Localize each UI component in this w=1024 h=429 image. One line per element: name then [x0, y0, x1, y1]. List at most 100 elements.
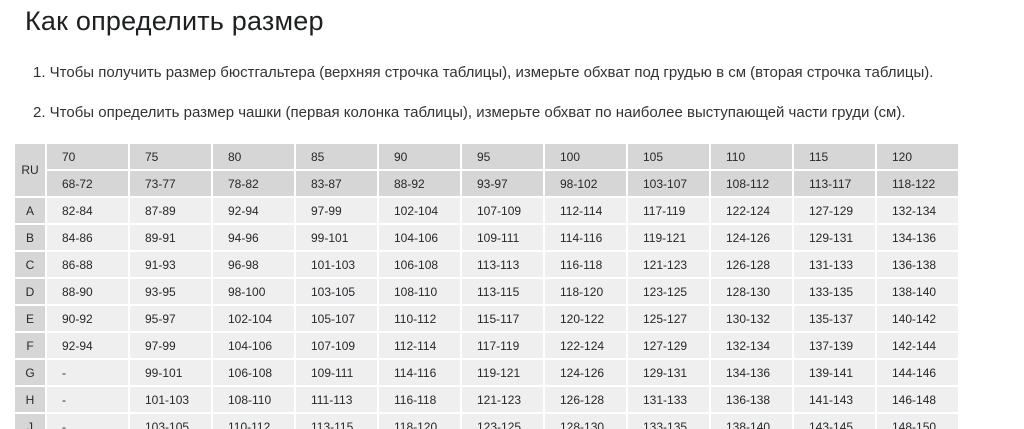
bust-range-cell: 135-137 [794, 306, 875, 331]
bust-range-cell: 89-91 [130, 225, 211, 250]
bust-range-cell: 122-124 [711, 198, 792, 223]
bust-range-cell: 108-110 [379, 279, 460, 304]
bust-range-cell: 113-115 [462, 279, 543, 304]
bust-range-cell: 131-133 [794, 252, 875, 277]
underbust-range-cell: 68-72 [47, 171, 128, 196]
bust-range-cell: 103-105 [130, 414, 211, 429]
cup-size-row: H -101-103 108-110 111-113 116-118 121-123 126… [15, 387, 958, 412]
cup-size-row: J -103-105 110-112 113-115 118-120 123-125 128… [15, 414, 958, 429]
bust-range-cell: 105-107 [296, 306, 377, 331]
bust-range-cell: 102-104 [379, 198, 460, 223]
band-size-cell: 80 [213, 144, 294, 169]
cup-letter-cell: H [15, 387, 45, 412]
bust-range-cell: 133-135 [794, 279, 875, 304]
cup-size-row: D 88-90 93-95 98-100 103-105 108-110 113-115 11… [15, 279, 958, 304]
bust-range-cell: 119-121 [628, 225, 709, 250]
band-size-cell: 110 [711, 144, 792, 169]
bust-range-cell: 106-108 [213, 360, 294, 385]
bust-range-cell: 87-89 [130, 198, 211, 223]
bust-range-cell: 146-148 [877, 387, 958, 412]
bust-range-cell: 113-113 [462, 252, 543, 277]
bust-range-cell: 137-139 [794, 333, 875, 358]
bust-range-cell: 138-140 [711, 414, 792, 429]
bust-range-cell: 90-92 [47, 306, 128, 331]
cup-letter-cell: J [15, 414, 45, 429]
bust-range-cell: 136-138 [711, 387, 792, 412]
bust-range-cell: 116-118 [545, 252, 626, 277]
bust-range-cell: 118-120 [545, 279, 626, 304]
bust-range-cell: 125-127 [628, 306, 709, 331]
band-size-cell: 85 [296, 144, 377, 169]
bust-range-cell: 134-136 [711, 360, 792, 385]
cup-size-row: E 90-92 95-97 102-104 105-107 110-112 115-117 1… [15, 306, 958, 331]
bust-range-cell: 102-104 [213, 306, 294, 331]
bust-range-cell: 128-130 [545, 414, 626, 429]
bust-range-cell: 95-97 [130, 306, 211, 331]
bust-range-cell: 124-126 [711, 225, 792, 250]
bust-range-cell: 141-143 [794, 387, 875, 412]
bust-range-cell: 121-123 [462, 387, 543, 412]
bust-range-cell: 97-99 [296, 198, 377, 223]
bust-range-cell: 114-116 [379, 360, 460, 385]
cup-size-row: B 84-86 89-91 94-96 99-101 104-106 109-111 114-… [15, 225, 958, 250]
bust-range-cell: 93-95 [130, 279, 211, 304]
bust-range-cell: 121-123 [628, 252, 709, 277]
header-row-underbust-ranges: 68-72 73-77 78-82 83-87 88-92 93-97 98-102 103-… [15, 171, 958, 196]
bust-range-cell: 143-145 [794, 414, 875, 429]
cup-size-row: F 92-94 97-99 104-106 107-109 112-114 117-119 1… [15, 333, 958, 358]
bust-range-cell: 91-93 [130, 252, 211, 277]
bust-range-cell: 142-144 [877, 333, 958, 358]
corner-label-ru: RU [15, 144, 45, 196]
band-size-cell: 120 [877, 144, 958, 169]
cup-letter-cell: D [15, 279, 45, 304]
underbust-range-cell: 73-77 [130, 171, 211, 196]
cup-letter-cell: E [15, 306, 45, 331]
bust-range-cell: 117-119 [628, 198, 709, 223]
bust-range-cell: 131-133 [628, 387, 709, 412]
bust-range-cell: - [47, 360, 128, 385]
bust-range-cell: 101-103 [296, 252, 377, 277]
bust-range-cell: 110-112 [213, 414, 294, 429]
cup-size-row: C 86-88 91-93 96-98 101-103 106-108 113-113 116… [15, 252, 958, 277]
bust-range-cell: 117-119 [462, 333, 543, 358]
bust-range-cell: 123-125 [628, 279, 709, 304]
bust-range-cell: - [47, 414, 128, 429]
bust-range-cell: 123-125 [462, 414, 543, 429]
cup-letter-cell: B [15, 225, 45, 250]
bust-range-cell: 99-101 [296, 225, 377, 250]
size-chart-header: RU 70 75 80 85 90 95 100 105 110 115 120 68-72 73-77… [15, 144, 958, 196]
underbust-range-cell: 78-82 [213, 171, 294, 196]
band-size-cell: 105 [628, 144, 709, 169]
bust-range-cell: 96-98 [213, 252, 294, 277]
bust-range-cell: 107-109 [462, 198, 543, 223]
bust-range-cell: 86-88 [47, 252, 128, 277]
cup-letter-cell: F [15, 333, 45, 358]
bust-range-cell: 111-113 [296, 387, 377, 412]
bust-range-cell: 119-121 [462, 360, 543, 385]
bust-range-cell: 113-115 [296, 414, 377, 429]
cup-letter-cell: G [15, 360, 45, 385]
bust-range-cell: 132-134 [711, 333, 792, 358]
cup-size-row: A 82-84 87-89 92-94 97-99 102-104 107-109 112-1… [15, 198, 958, 223]
page-title: Как определить размер [25, 6, 324, 36]
bust-range-cell: 126-128 [545, 387, 626, 412]
bust-range-cell: 112-114 [545, 198, 626, 223]
bust-range-cell: 92-94 [213, 198, 294, 223]
bust-range-cell: 116-118 [379, 387, 460, 412]
header-row-band-sizes: RU 70 75 80 85 90 95 100 105 110 115 120 [15, 144, 958, 196]
bust-range-cell: 127-129 [628, 333, 709, 358]
bust-range-cell: 88-90 [47, 279, 128, 304]
bust-range-cell: 97-99 [130, 333, 211, 358]
bust-range-cell: 130-132 [711, 306, 792, 331]
bust-range-cell: 133-135 [628, 414, 709, 429]
bust-range-cell: 101-103 [130, 387, 211, 412]
bust-range-cell: 108-110 [213, 387, 294, 412]
bust-range-cell: 122-124 [545, 333, 626, 358]
bust-range-cell: 94-96 [213, 225, 294, 250]
bust-range-cell: 118-120 [379, 414, 460, 429]
band-size-cell: 100 [545, 144, 626, 169]
bust-range-cell: 140-142 [877, 306, 958, 331]
band-size-cell: 70 [47, 144, 128, 169]
bust-range-cell: 104-106 [213, 333, 294, 358]
